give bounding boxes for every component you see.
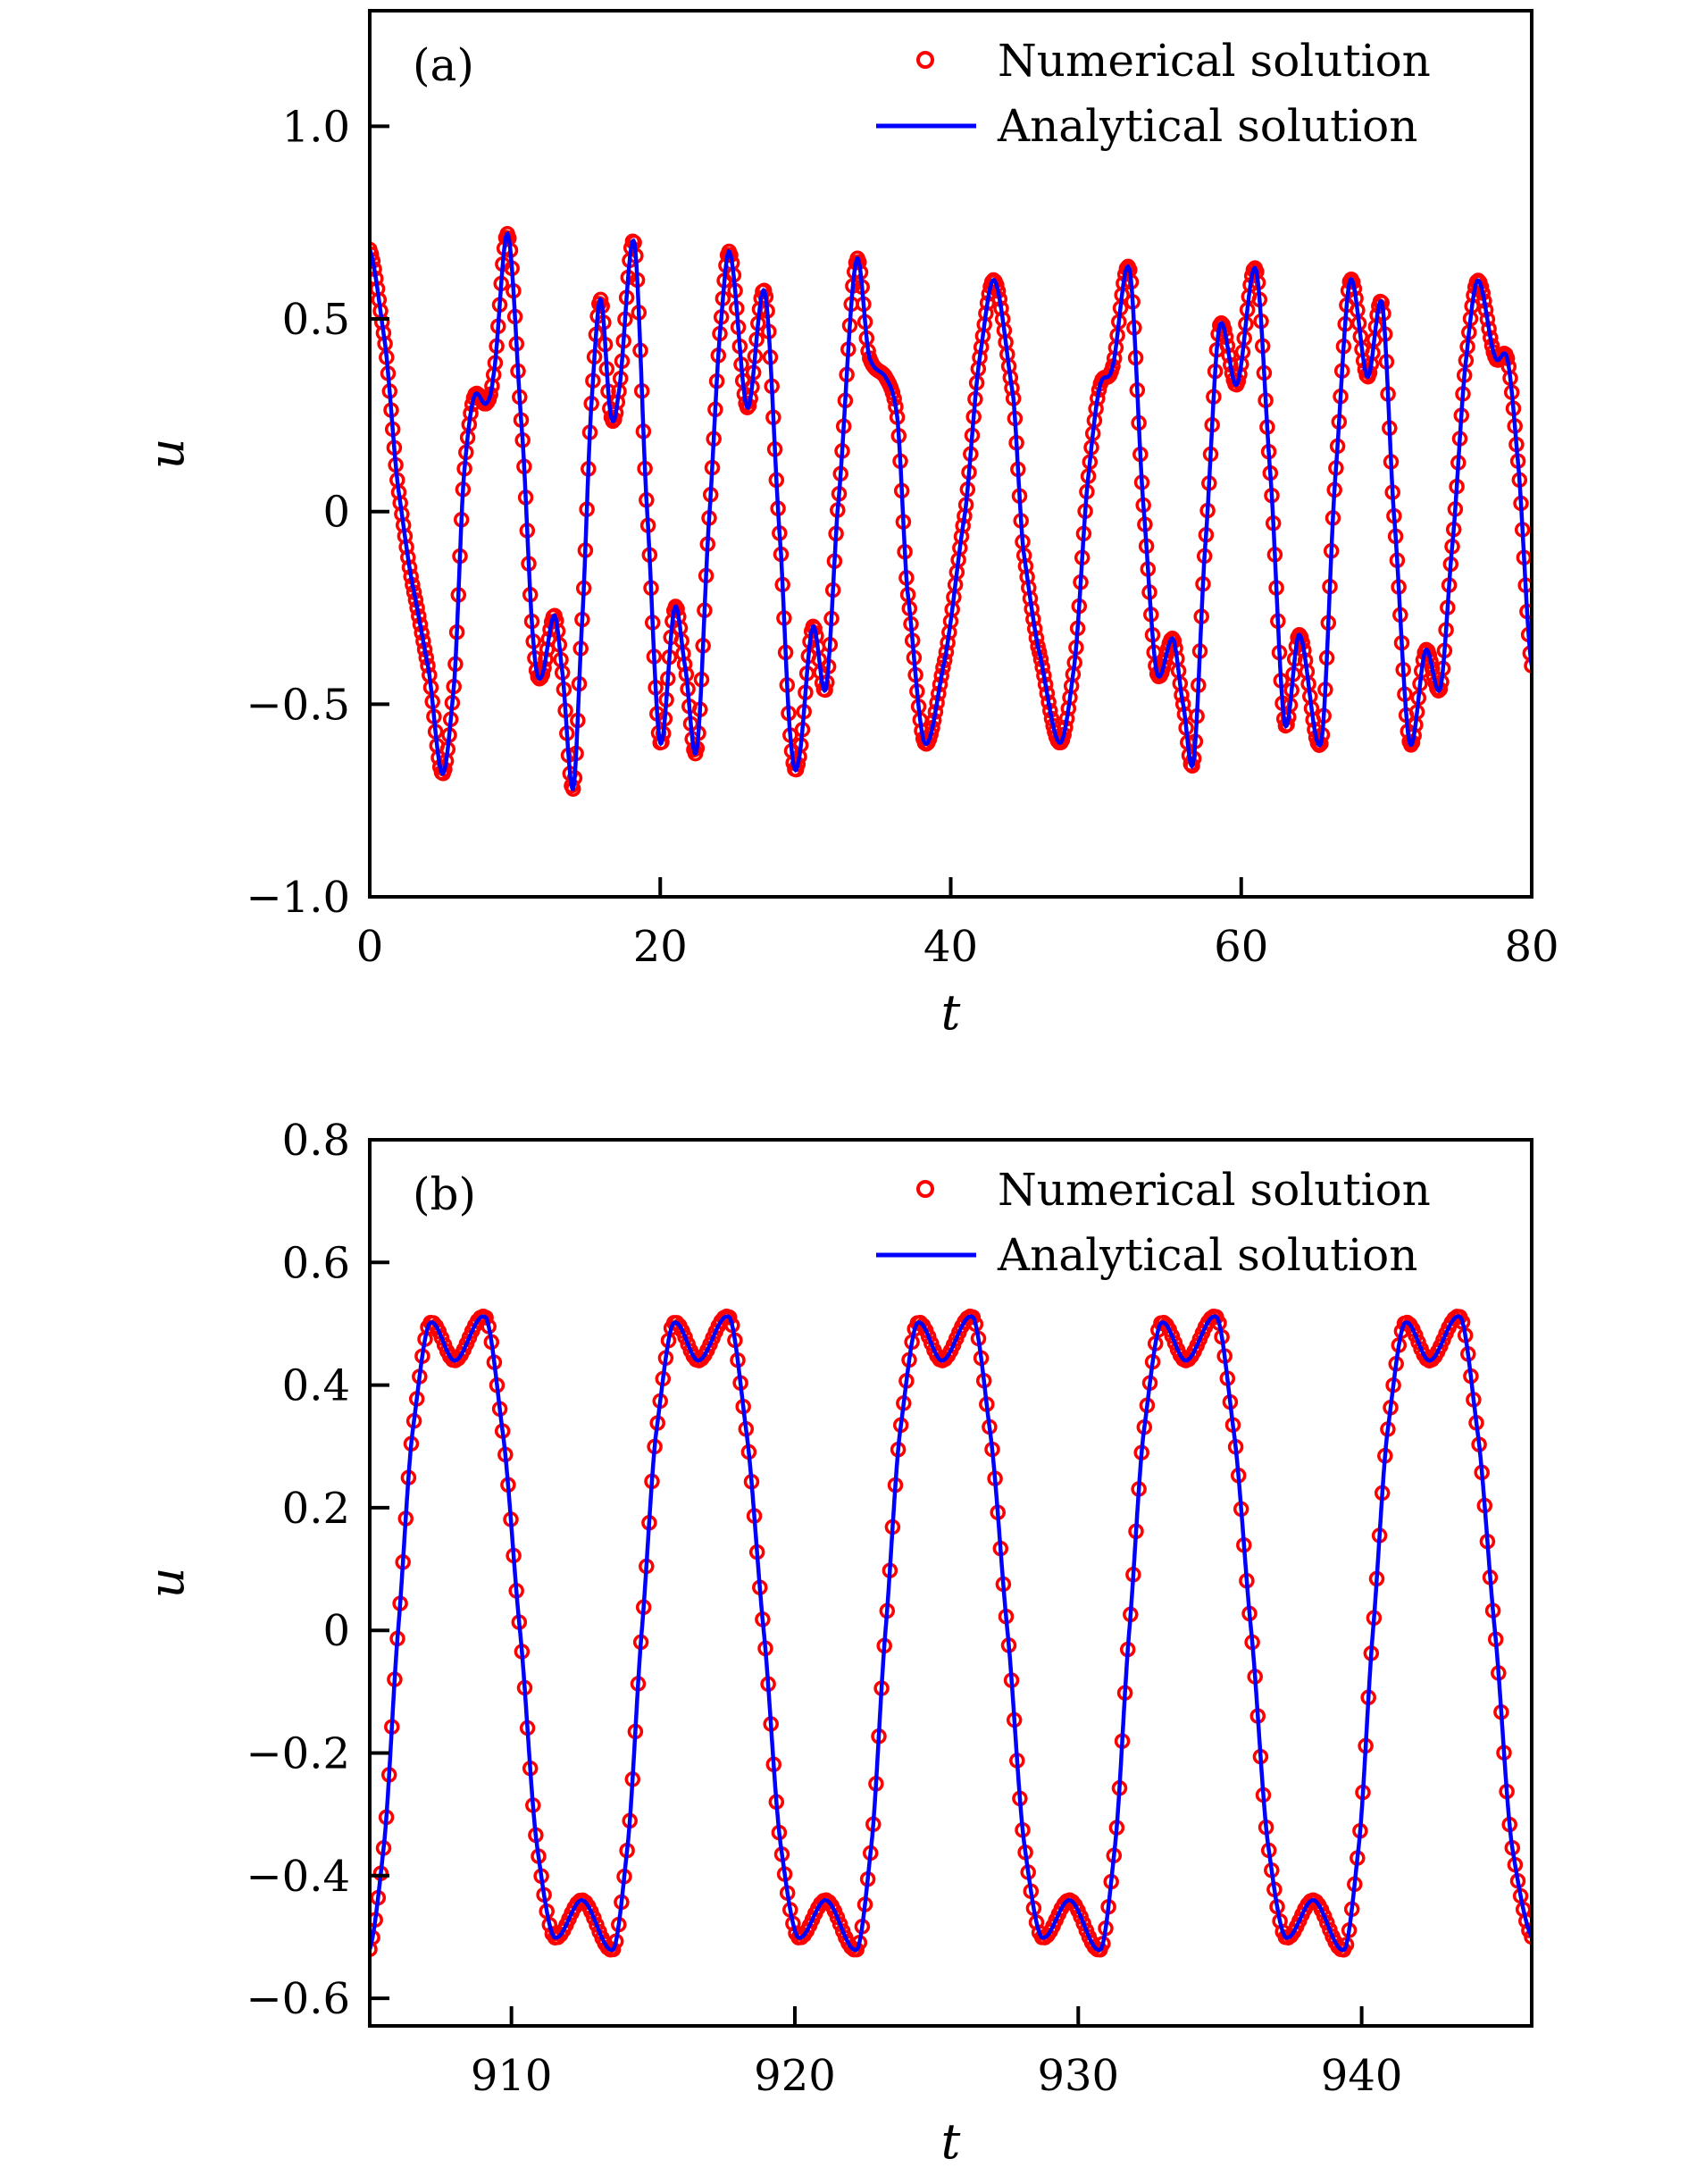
y-tick-label: 0 bbox=[322, 488, 350, 538]
analytical-line bbox=[370, 1314, 1532, 1953]
y-tick-label: −0.5 bbox=[246, 680, 350, 730]
y-tick-label: 0.4 bbox=[282, 1361, 350, 1411]
legend: Numerical solution Analytical solution bbox=[876, 35, 1431, 152]
x-tick-label: 910 bbox=[471, 2051, 553, 2101]
y-tick-label: 0 bbox=[322, 1606, 350, 1656]
y-tick-label: 0.2 bbox=[282, 1484, 350, 1534]
chart-panel-b: 910 920 930 940 −0.6 −0.4 −0.2 0 0.2 0.4 0.6 0.8 t u (… bbox=[138, 1116, 1533, 2170]
panel-label: (b) bbox=[413, 1168, 476, 1220]
x-axis-label: t bbox=[941, 984, 961, 1041]
legend-numerical-marker bbox=[916, 51, 934, 69]
y-tick-label: 0.6 bbox=[282, 1238, 350, 1288]
y-axis-label: u bbox=[138, 1568, 195, 1599]
panel-label: (a) bbox=[413, 39, 474, 91]
numerical-point bbox=[1524, 1929, 1532, 1946]
legend-analytical-label: Analytical solution bbox=[997, 1229, 1417, 1281]
y-tick-label: −0.4 bbox=[246, 1852, 350, 1902]
x-tick-label: 940 bbox=[1321, 2051, 1403, 2101]
y-axis-label: u bbox=[138, 439, 195, 470]
legend-numerical-label: Numerical solution bbox=[998, 1164, 1431, 1216]
x-tick-label: 80 bbox=[1504, 922, 1558, 972]
legend-numerical-label: Numerical solution bbox=[998, 35, 1431, 87]
x-tick-label: 20 bbox=[633, 922, 688, 972]
x-tick-label: 60 bbox=[1214, 922, 1268, 972]
numerical-point bbox=[848, 1941, 865, 1958]
y-tick-label: −0.2 bbox=[246, 1729, 350, 1779]
x-tick-label: 930 bbox=[1037, 2051, 1119, 2101]
x-axis-label: t bbox=[941, 2113, 961, 2170]
x-tick-label: 0 bbox=[356, 922, 384, 972]
y-tick-label: 0.5 bbox=[282, 295, 350, 345]
chart-panel-a: 0 20 40 60 80 −1.0 −0.5 0 0.5 1.0 t u (a) Numerical s… bbox=[138, 9, 1559, 1041]
y-tick-label: 1.0 bbox=[282, 102, 350, 152]
numerical-point bbox=[1524, 657, 1532, 674]
x-tick-label: 40 bbox=[923, 922, 978, 972]
plot-area bbox=[370, 226, 1532, 797]
legend-numerical-marker bbox=[916, 1180, 934, 1198]
analytical-line bbox=[370, 230, 1532, 791]
axes-frame bbox=[368, 1138, 1533, 2028]
x-tick-label: 920 bbox=[754, 2051, 836, 2101]
y-tick-label: 0.8 bbox=[282, 1116, 350, 1166]
numerical-point bbox=[370, 1941, 378, 1957]
y-tick-label: −0.6 bbox=[246, 1974, 350, 2024]
legend: Numerical solution Analytical solution bbox=[876, 1164, 1431, 1281]
legend-analytical-label: Analytical solution bbox=[997, 100, 1417, 152]
y-tick-label: −1.0 bbox=[246, 873, 350, 923]
plot-area bbox=[370, 1308, 1532, 1958]
